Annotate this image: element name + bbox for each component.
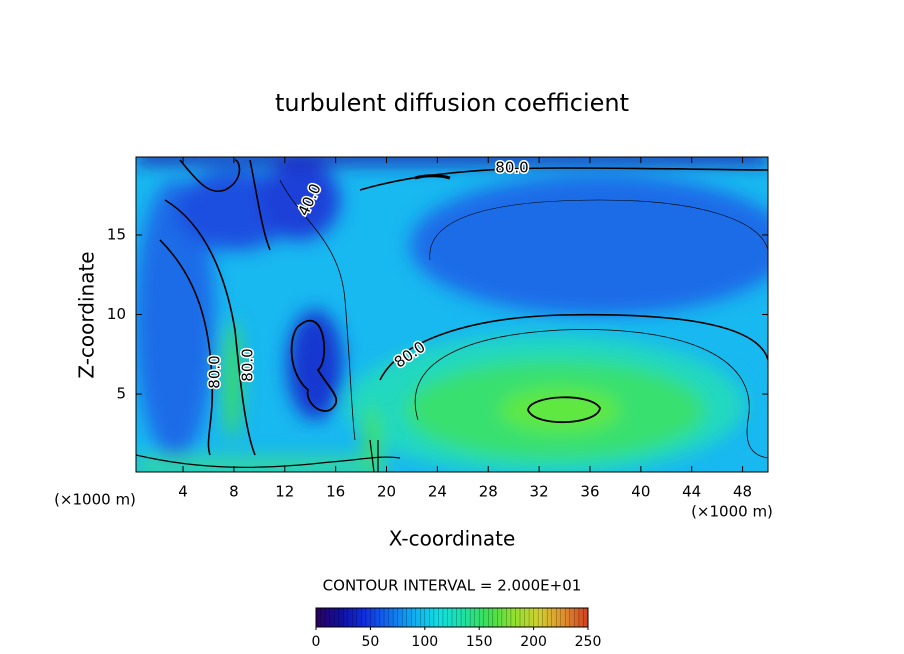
contour-label: 80.0 (239, 348, 257, 381)
colorbar-tick-label: 50 (361, 634, 379, 650)
field-region (500, 388, 620, 432)
contour-line (279, 179, 356, 441)
field-region (136, 157, 768, 164)
contour-label: 80.0 (206, 355, 224, 388)
contour-line (379, 313, 768, 381)
contour-line (159, 239, 214, 456)
y-tick-label: 10 (107, 305, 126, 323)
field-region (224, 320, 240, 440)
field-region (287, 310, 343, 420)
field-region (410, 175, 768, 315)
field-region (136, 180, 215, 460)
x-tick-label: 36 (580, 483, 599, 501)
x-tick-label: 16 (326, 483, 345, 501)
contour-line (414, 329, 768, 459)
contour-line (429, 199, 768, 261)
x-unit: (×1000 m) (691, 503, 773, 521)
x-tick-label: 32 (530, 483, 549, 501)
x-tick-label: 24 (428, 483, 447, 501)
contour-line (527, 396, 601, 424)
colorbar-tick-label: 100 (411, 634, 438, 650)
y-axis-label: Z-coordinate (75, 251, 99, 378)
x-tick-label: 20 (377, 483, 396, 501)
colorbar-tick-label: 150 (466, 634, 493, 650)
contour-line (179, 159, 271, 251)
chart-title: turbulent diffusion coefficient (275, 89, 629, 117)
x-axis-label: X-coordinate (389, 527, 516, 551)
contour-line (369, 439, 379, 472)
contour-lines (136, 159, 768, 472)
contour-field (136, 157, 768, 472)
x-tick-label: 40 (631, 483, 650, 501)
contour-line (164, 199, 256, 456)
contour-line (290, 319, 338, 412)
colorbar-tick-label: 250 (575, 634, 602, 650)
y-tick-label: 15 (107, 225, 126, 243)
x-tick-label: 8 (229, 483, 239, 501)
x-tick-label: 28 (479, 483, 498, 501)
field-region (136, 456, 386, 472)
field-region (364, 405, 380, 472)
y-tick-label: 5 (116, 385, 126, 403)
x-tick-label: 48 (733, 483, 752, 501)
contour-note: CONTOUR INTERVAL = 2.000E+01 (323, 577, 582, 595)
contour-line (414, 174, 451, 180)
colorbar-tick-label: 0 (312, 634, 321, 650)
contour-line (136, 454, 401, 468)
x-tick-label: 12 (275, 483, 294, 501)
colorbar-tick-label: 200 (520, 634, 547, 650)
x-tick-label: 44 (682, 483, 701, 501)
contour-label: 80.0 (495, 159, 528, 177)
x-tick-label: 4 (178, 483, 188, 501)
y-unit: (×1000 m) (54, 491, 136, 509)
